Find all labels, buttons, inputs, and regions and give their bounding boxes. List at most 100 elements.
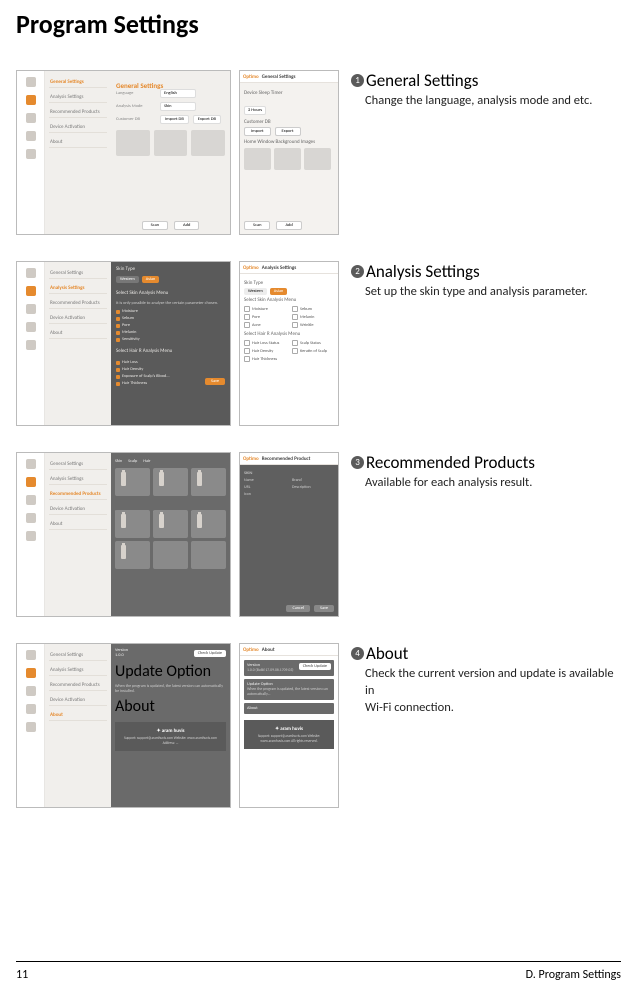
section-body: Available for each analysis result. xyxy=(351,475,621,492)
check-update-button[interactable]: Check Update xyxy=(299,663,331,670)
label-sub: When the program is updated, the latest … xyxy=(247,687,331,697)
checkbox-option[interactable]: Melanin xyxy=(116,330,225,335)
chip-western[interactable]: Western xyxy=(244,288,267,295)
field-label: Customer DB xyxy=(116,117,156,122)
label: Select Hair R Analysis Menu xyxy=(244,331,334,337)
menu-item: Device Activation xyxy=(49,122,107,133)
field: URL xyxy=(244,485,284,490)
screenshot-small-general: OptimoGeneral Settings Device Sleep Time… xyxy=(239,70,339,235)
add-button[interactable]: Add xyxy=(174,221,199,230)
chip-western[interactable]: Western xyxy=(116,276,139,283)
product-cell[interactable] xyxy=(191,468,226,496)
menu-item: Recommended Products xyxy=(49,680,107,691)
product-cell[interactable] xyxy=(115,468,150,496)
label-sub: It is only possible to analyze the certa… xyxy=(111,300,230,307)
checkbox-option[interactable]: Hair Density xyxy=(244,348,286,354)
screenshot-large-about: General Settings Analysis Settings Recom… xyxy=(16,643,231,808)
footer-section-label: D. Program Settings xyxy=(526,968,621,982)
product-cell[interactable] xyxy=(115,510,150,538)
checkbox-option[interactable]: Melanin xyxy=(292,314,334,320)
checkbox-option[interactable]: Hair Loss xyxy=(116,360,225,365)
label: Skin Type xyxy=(244,280,334,286)
step-badge-1: 1 xyxy=(351,74,364,87)
lg-menu: General Settings Analysis Settings Recom… xyxy=(45,71,111,234)
tab-skin[interactable]: Skin xyxy=(115,459,122,464)
product-cell[interactable] xyxy=(191,541,226,569)
tab-scalp[interactable]: Scalp xyxy=(128,459,137,464)
label: Home Window Background Images xyxy=(244,139,334,145)
checkbox-option[interactable]: Pore xyxy=(116,323,225,328)
product-cell[interactable] xyxy=(153,510,188,538)
product-cell[interactable] xyxy=(153,468,188,496)
sm-title: About xyxy=(262,647,275,653)
section-title: About xyxy=(366,643,408,664)
menu-item: Analysis Settings xyxy=(49,92,107,103)
save-button[interactable]: Save xyxy=(314,605,334,612)
screenshot-large-general: General Settings Analysis Settings Recom… xyxy=(16,70,231,235)
checkbox-option[interactable]: Sebum xyxy=(292,306,334,312)
scan-button[interactable]: Scan xyxy=(142,221,168,230)
export-button[interactable]: Export xyxy=(275,127,301,136)
save-button[interactable]: Save xyxy=(205,378,225,385)
menu-item: General Settings xyxy=(49,268,107,279)
field: Description xyxy=(292,485,332,490)
label: SKIN xyxy=(244,471,334,476)
checkbox-option[interactable]: Pore xyxy=(244,314,286,320)
brand-logo: Optimo xyxy=(243,265,259,271)
product-cell[interactable] xyxy=(153,541,188,569)
product-cell[interactable] xyxy=(191,510,226,538)
menu-item: Analysis Settings xyxy=(49,474,107,485)
checkbox-option[interactable]: Moisture xyxy=(116,309,225,314)
checkbox-option[interactable]: Sensitivity xyxy=(116,337,225,342)
section-body: Set up the skin type and analysis parame… xyxy=(351,284,621,301)
brand-logo: Optimo xyxy=(243,456,259,462)
field-label: Language xyxy=(116,91,156,96)
chip-asian[interactable]: Asian xyxy=(142,276,159,283)
checkbox-option[interactable]: Sebum xyxy=(116,316,225,321)
scan-button[interactable]: Scan xyxy=(244,221,270,230)
section-title: Recommended Products xyxy=(366,452,535,473)
menu-item: Recommended Products xyxy=(49,298,107,309)
menu-item: General Settings xyxy=(49,650,107,661)
checkbox-option[interactable]: Scalp Status xyxy=(292,340,334,346)
checkbox-option[interactable]: Hair Density xyxy=(116,367,225,372)
menu-item: Analysis Settings xyxy=(49,283,107,294)
section-title: Analysis Settings xyxy=(366,261,480,282)
checkbox-option[interactable]: Hair Thickness xyxy=(244,356,286,362)
company-logo-text: ✦ aram huvis xyxy=(119,728,222,734)
export-db-button[interactable]: Export DB xyxy=(193,115,221,124)
menu-item: About xyxy=(49,519,107,530)
section-row-2: General Settings Analysis Settings Recom… xyxy=(16,261,621,426)
panel-title: General Settings xyxy=(116,81,163,90)
add-button[interactable]: Add xyxy=(276,221,301,230)
checkbox-option[interactable]: Moisture xyxy=(244,306,286,312)
checkbox-option[interactable]: Hair Loss Status xyxy=(244,340,286,346)
product-cell[interactable] xyxy=(115,541,150,569)
check-update-button[interactable]: Check Update xyxy=(194,650,226,657)
menu-item: Recommended Products xyxy=(49,107,107,118)
import-db-button[interactable]: Import DB xyxy=(160,115,189,124)
lg-sidebar xyxy=(17,71,45,234)
section-row-1: General Settings Analysis Settings Recom… xyxy=(16,70,621,235)
version-value: 1.0.0 xyxy=(115,653,128,658)
label: Customer DB xyxy=(244,119,334,125)
field: Icon xyxy=(244,492,284,497)
screenshot-large-analysis: General Settings Analysis Settings Recom… xyxy=(16,261,231,426)
page-footer: 11 D. Program Settings xyxy=(16,961,621,982)
cancel-button[interactable]: Cancel xyxy=(286,605,310,612)
chip-asian[interactable]: Asian xyxy=(270,288,287,295)
section-body: Check the current version and update is … xyxy=(351,666,621,717)
checkbox-option[interactable]: Acne xyxy=(244,322,286,328)
menu-item: Device Activation xyxy=(49,313,107,324)
field-value: Skin xyxy=(160,102,196,111)
checkbox-option[interactable]: Keratin of Scalp xyxy=(292,348,334,354)
tab-hair[interactable]: Hair xyxy=(143,459,150,464)
import-button[interactable]: Import xyxy=(244,127,271,136)
label: Update Option xyxy=(115,662,226,681)
screenshot-large-products: General Settings Analysis Settings Recom… xyxy=(16,452,231,617)
page-title: Program Settings xyxy=(16,8,621,40)
sm-title: Analysis Settings xyxy=(262,265,296,271)
screenshot-small-about: OptimoAbout Check Update Version 1.0.0 (… xyxy=(239,643,339,808)
menu-item: About xyxy=(49,328,107,339)
checkbox-option[interactable]: Wrinkle xyxy=(292,322,334,328)
